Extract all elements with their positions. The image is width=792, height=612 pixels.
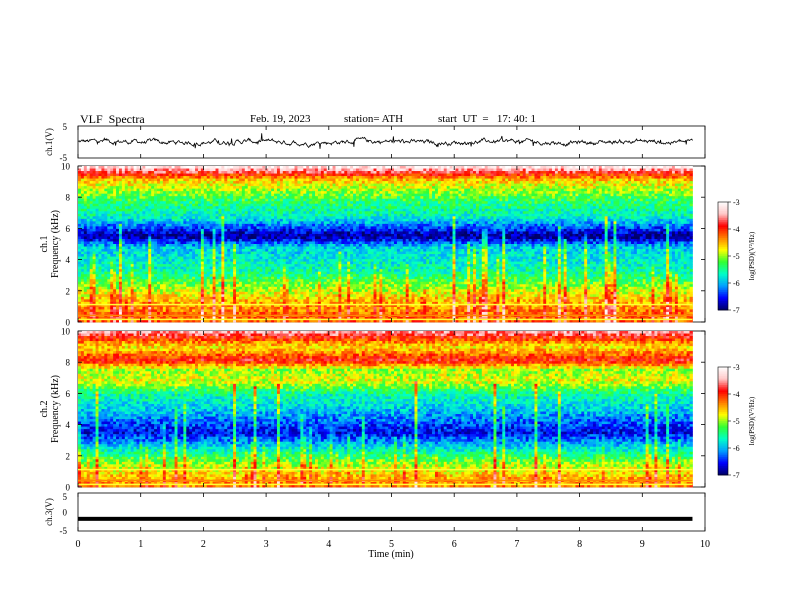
spec1-ytick: 10 xyxy=(61,162,71,172)
colorbar-label: log(PSD)(V²/Hz) xyxy=(748,231,756,280)
spec1-ytick: 6 xyxy=(66,224,71,234)
x-tick-label: 9 xyxy=(640,539,645,550)
ch1-spec-ylabel-line2: Frequency (kHz) xyxy=(50,210,61,278)
colorbar-tick: -3 xyxy=(733,198,740,207)
colorbar-tick: -4 xyxy=(733,225,740,234)
spec2-ytick: 6 xyxy=(66,389,71,399)
x-tick-label: 3 xyxy=(264,539,269,550)
spec2-ytick: 8 xyxy=(66,358,71,368)
colorbar-label: log(PSD)(V²/Hz) xyxy=(748,396,756,445)
x-axis-label: Time (min) xyxy=(368,549,413,560)
colorbar-tick: -5 xyxy=(733,252,740,261)
ch1-ylabel: ch.1(V) xyxy=(44,128,54,156)
spec1-ytick: 2 xyxy=(66,286,71,296)
x-tick-label: 4 xyxy=(326,539,331,550)
ch3-ytick-max: 5 xyxy=(63,492,68,502)
ch2-spectrogram xyxy=(78,331,693,487)
ch1-spectrogram xyxy=(78,166,693,322)
spec2-ytick: 2 xyxy=(66,451,71,461)
spec2-ytick: 10 xyxy=(61,327,71,337)
ch2-spec-ylabel-line1: ch.2 xyxy=(39,401,50,418)
vlf-figure: 5 -5 ch.1(V) 0246810 ch.1 Frequency (kHz… xyxy=(0,0,792,612)
x-tick-label: 8 xyxy=(577,539,582,550)
colorbar-tick: -7 xyxy=(733,471,740,480)
colorbar-tick: -3 xyxy=(733,363,740,372)
ch1-waveform-panel: 5 -5 ch.1(V) xyxy=(44,122,705,163)
x-tick-label: 6 xyxy=(452,539,457,550)
ch1-spec-ylabel-line1: ch.1 xyxy=(39,236,50,253)
ch1-colorbar: -3 -4 -5 -6 -7 log(PSD)(V²/Hz) xyxy=(718,198,756,315)
x-tick-label: 0 xyxy=(76,539,81,550)
colorbar-tick: -4 xyxy=(733,390,740,399)
x-tick-label: 10 xyxy=(700,539,710,550)
colorbar-tick: -7 xyxy=(733,306,740,315)
ch3-ytick-zero: 0 xyxy=(63,508,68,518)
x-tick-label: 7 xyxy=(514,539,519,550)
ch2-spectrogram-panel: 0 2 4 6 8 10 ch.2 Frequency (kHz) xyxy=(39,327,705,493)
spec1-ytick: 8 xyxy=(66,193,71,203)
spec2-ytick: 4 xyxy=(66,420,71,430)
ch1-ytick-max: 5 xyxy=(63,122,68,132)
spec2-ytick: 0 xyxy=(66,483,71,493)
spec1-ytick: 4 xyxy=(66,255,71,265)
ch3-ylabel: ch.3(V) xyxy=(44,498,54,526)
colorbar-tick: -6 xyxy=(733,444,740,453)
x-tick-label: 2 xyxy=(201,539,206,550)
ch3-waveform-line xyxy=(78,517,692,521)
colorbar-tick: -6 xyxy=(733,279,740,288)
colorbar-tick: -5 xyxy=(733,417,740,426)
ch3-ytick-min: -5 xyxy=(60,526,68,536)
ch2-colorbar: -3 -4 -5 -6 -7 log(PSD)(V²/Hz) xyxy=(718,363,756,480)
x-tick-label: 1 xyxy=(138,539,143,550)
ch2-spec-ylabel-line2: Frequency (kHz) xyxy=(50,375,61,443)
x-tick-label: 5 xyxy=(389,539,394,550)
